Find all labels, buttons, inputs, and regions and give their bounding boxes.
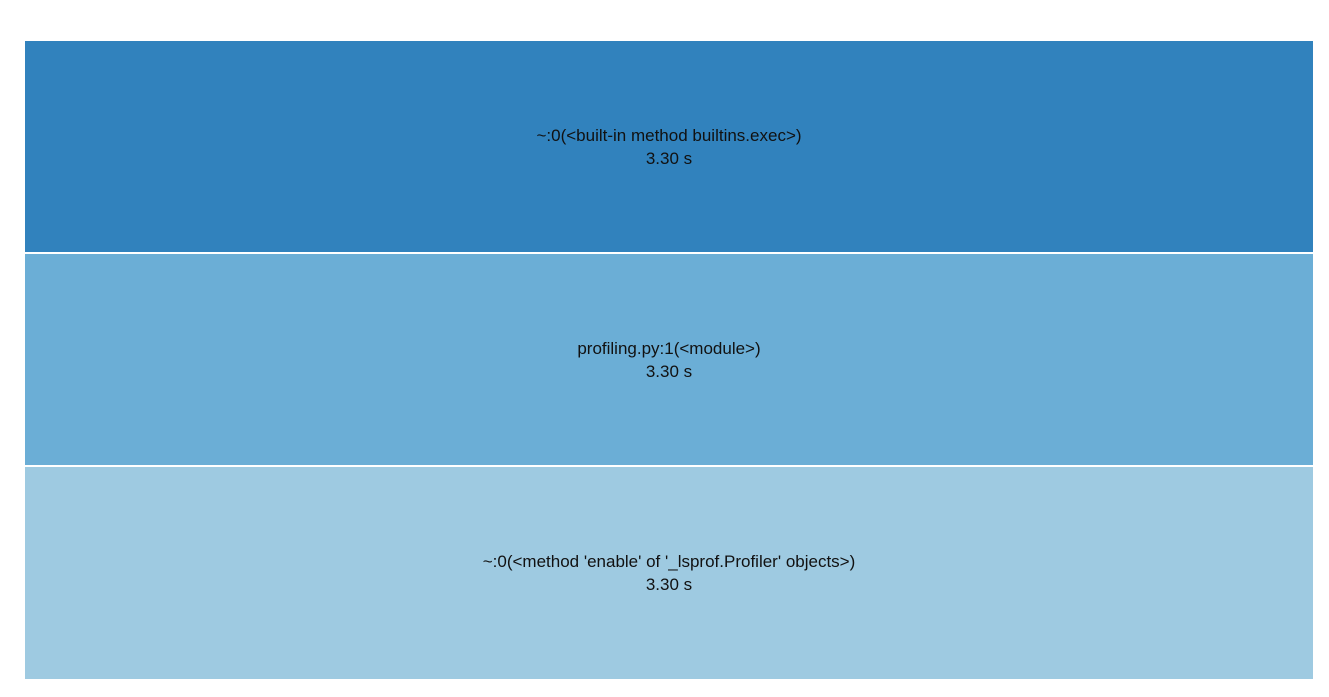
frame-time: 3.30 s [645, 361, 693, 381]
icicle-chart: ~:0(<built-in method builtins.exec>) 3.3… [25, 41, 1313, 679]
frame-time: 3.30 s [645, 148, 693, 168]
frame-label: ~:0(<method 'enable' of '_lsprof.Profile… [482, 552, 856, 571]
frame-label: ~:0(<built-in method builtins.exec>) [536, 125, 802, 145]
frame-time: 3.30 s [645, 575, 693, 594]
frame-block-profiler-enable[interactable]: ~:0(<method 'enable' of '_lsprof.Profile… [25, 467, 1313, 679]
frame-label: profiling.py:1(<module>) [577, 338, 761, 358]
frame-block-builtins-exec[interactable]: ~:0(<built-in method builtins.exec>) 3.3… [25, 41, 1313, 252]
frame-block-profiling-module[interactable]: profiling.py:1(<module>) 3.30 s [25, 254, 1313, 465]
